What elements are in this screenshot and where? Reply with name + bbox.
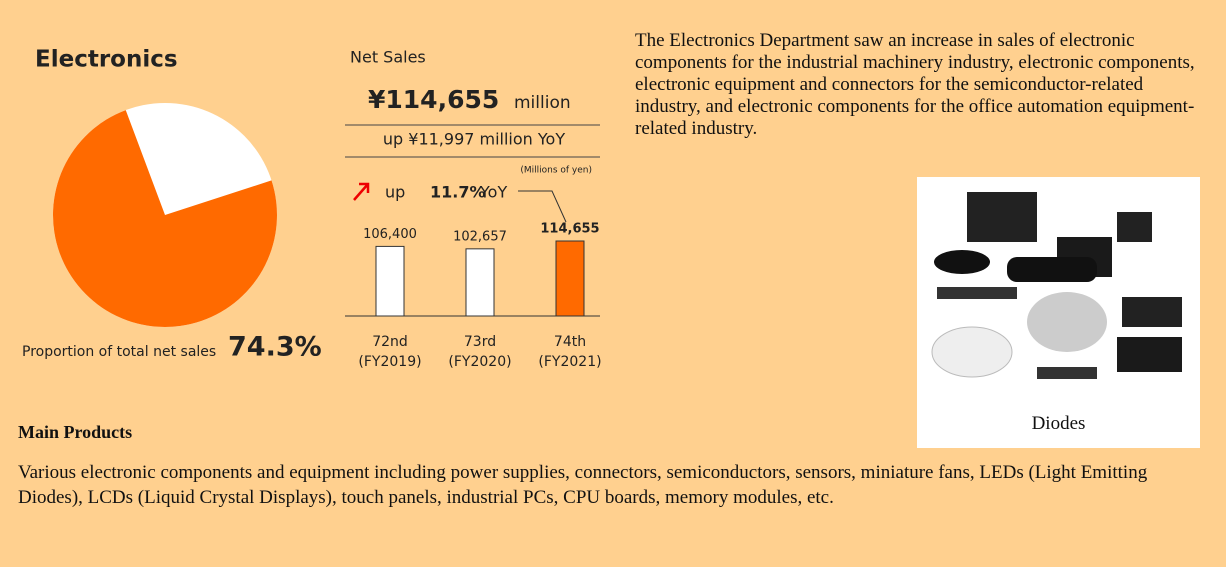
main-products-text: Various electronic components and equipm… xyxy=(18,460,1208,510)
fiscal-year-label: (FY2021) xyxy=(538,354,601,370)
unit-note: (Millions of yen) xyxy=(520,166,592,176)
bar xyxy=(466,249,494,316)
fiscal-year-label: (FY2020) xyxy=(448,354,511,370)
leader xyxy=(518,191,566,222)
growth: 11.7% xyxy=(430,183,486,202)
category-label: 72nd xyxy=(372,334,408,350)
value-label: 102,657 xyxy=(453,229,507,244)
description: The Electronics Department saw an increa… xyxy=(635,30,1200,140)
value-label: 106,400 xyxy=(363,227,417,242)
up-arrow xyxy=(354,184,368,200)
charts: Electronics Proportion of total net sales… xyxy=(0,0,620,400)
change: up ¥11,997 million YoY xyxy=(383,130,565,149)
category-label: 74th xyxy=(554,334,586,350)
headline: ¥114,655 xyxy=(368,85,499,114)
main-products-heading: Main Products xyxy=(18,422,132,443)
chart-title: Electronics xyxy=(35,47,178,73)
bar xyxy=(556,241,584,316)
growth-word: up xyxy=(385,183,405,202)
value-label: 114,655 xyxy=(540,222,599,237)
pie-label: Proportion of total net sales xyxy=(22,344,216,360)
product-photo: Diodes xyxy=(917,177,1200,448)
image-caption: Diodes xyxy=(917,413,1200,435)
pie-value-label: 74.3% xyxy=(228,332,322,363)
category-label: 73rd xyxy=(464,334,496,350)
photo-illustration xyxy=(917,177,1200,407)
growth-suffix: YoY xyxy=(479,183,507,202)
chart-title: Net Sales xyxy=(350,48,426,67)
headline-unit: million xyxy=(514,93,571,113)
fiscal-year-label: (FY2019) xyxy=(358,354,421,370)
bar xyxy=(376,246,404,316)
page: Electronics Proportion of total net sales… xyxy=(0,0,1226,567)
